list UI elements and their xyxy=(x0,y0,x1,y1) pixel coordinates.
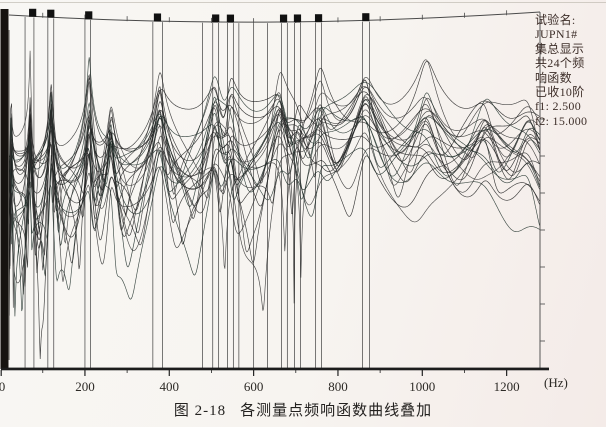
x-axis-line xyxy=(1,367,549,371)
frf-curve xyxy=(9,60,540,256)
info-display-mode: 集总显示 xyxy=(535,41,585,56)
frf-curve xyxy=(9,104,540,360)
frf-curve xyxy=(9,81,540,311)
frf-curve xyxy=(9,98,540,247)
top-frame-line xyxy=(8,11,541,23)
mode-marker-square xyxy=(29,8,37,17)
info-modes-collected: 已收10阶 xyxy=(535,84,585,99)
frf-curve xyxy=(9,92,540,212)
x-tick-label: 200 xyxy=(75,379,95,394)
frf-curve xyxy=(9,96,540,268)
x-tick-label: 1200 xyxy=(494,379,520,394)
mode-marker-square xyxy=(226,14,235,23)
frf-curve xyxy=(9,104,540,308)
test-info-panel: 试验名: JUPN1# 集总显示 共24个频 响函数 已收10阶 f1: 2.5… xyxy=(535,13,605,128)
frf-curve xyxy=(9,59,540,287)
frf-curve xyxy=(9,50,540,244)
info-f2-value: f2: 15.000 xyxy=(535,113,588,128)
left-axis-bar xyxy=(0,9,9,369)
mode-marker-square xyxy=(362,13,370,22)
figure-caption: 图 2-18 各测量点频响函数曲线叠加 xyxy=(0,399,606,420)
mode-marker-square xyxy=(293,14,302,23)
mode-marker-square xyxy=(47,9,55,18)
mode-marker-square xyxy=(314,14,323,23)
info-test-id: JUPN1# xyxy=(535,27,578,42)
frf-curve xyxy=(9,96,540,291)
info-frf-count-1: 共24个频 xyxy=(535,56,585,71)
mode-marker-square xyxy=(153,13,162,22)
x-tick-label: 400 xyxy=(160,379,180,394)
frf-curve xyxy=(9,92,540,245)
frf-curve xyxy=(9,72,540,274)
frf-curve xyxy=(9,77,540,241)
mode-marker-square xyxy=(85,11,93,20)
x-tick-label: 600 xyxy=(244,379,264,394)
info-frf-count-2: 响函数 xyxy=(535,70,572,85)
caption-number: 图 2-18 xyxy=(173,403,227,419)
mode-marker-square xyxy=(279,14,288,23)
caption-title: 各测量点频响函数曲线叠加 xyxy=(240,403,433,419)
frf-curve xyxy=(9,100,540,268)
mode-marker-square xyxy=(212,14,220,23)
info-f1-value: f1: 2.500 xyxy=(535,99,582,114)
x-tick-label: 0 xyxy=(0,379,5,394)
x-axis-unit: (Hz) xyxy=(544,375,568,390)
info-test-name-label: 试验名: xyxy=(535,13,576,27)
frf-curve xyxy=(9,109,540,284)
x-tick-label: 1000 xyxy=(409,379,435,394)
left-axis-bar-edge xyxy=(8,30,10,360)
frf-curve xyxy=(9,57,540,312)
x-tick-label: 800 xyxy=(328,379,348,394)
curves-layer xyxy=(9,50,540,360)
